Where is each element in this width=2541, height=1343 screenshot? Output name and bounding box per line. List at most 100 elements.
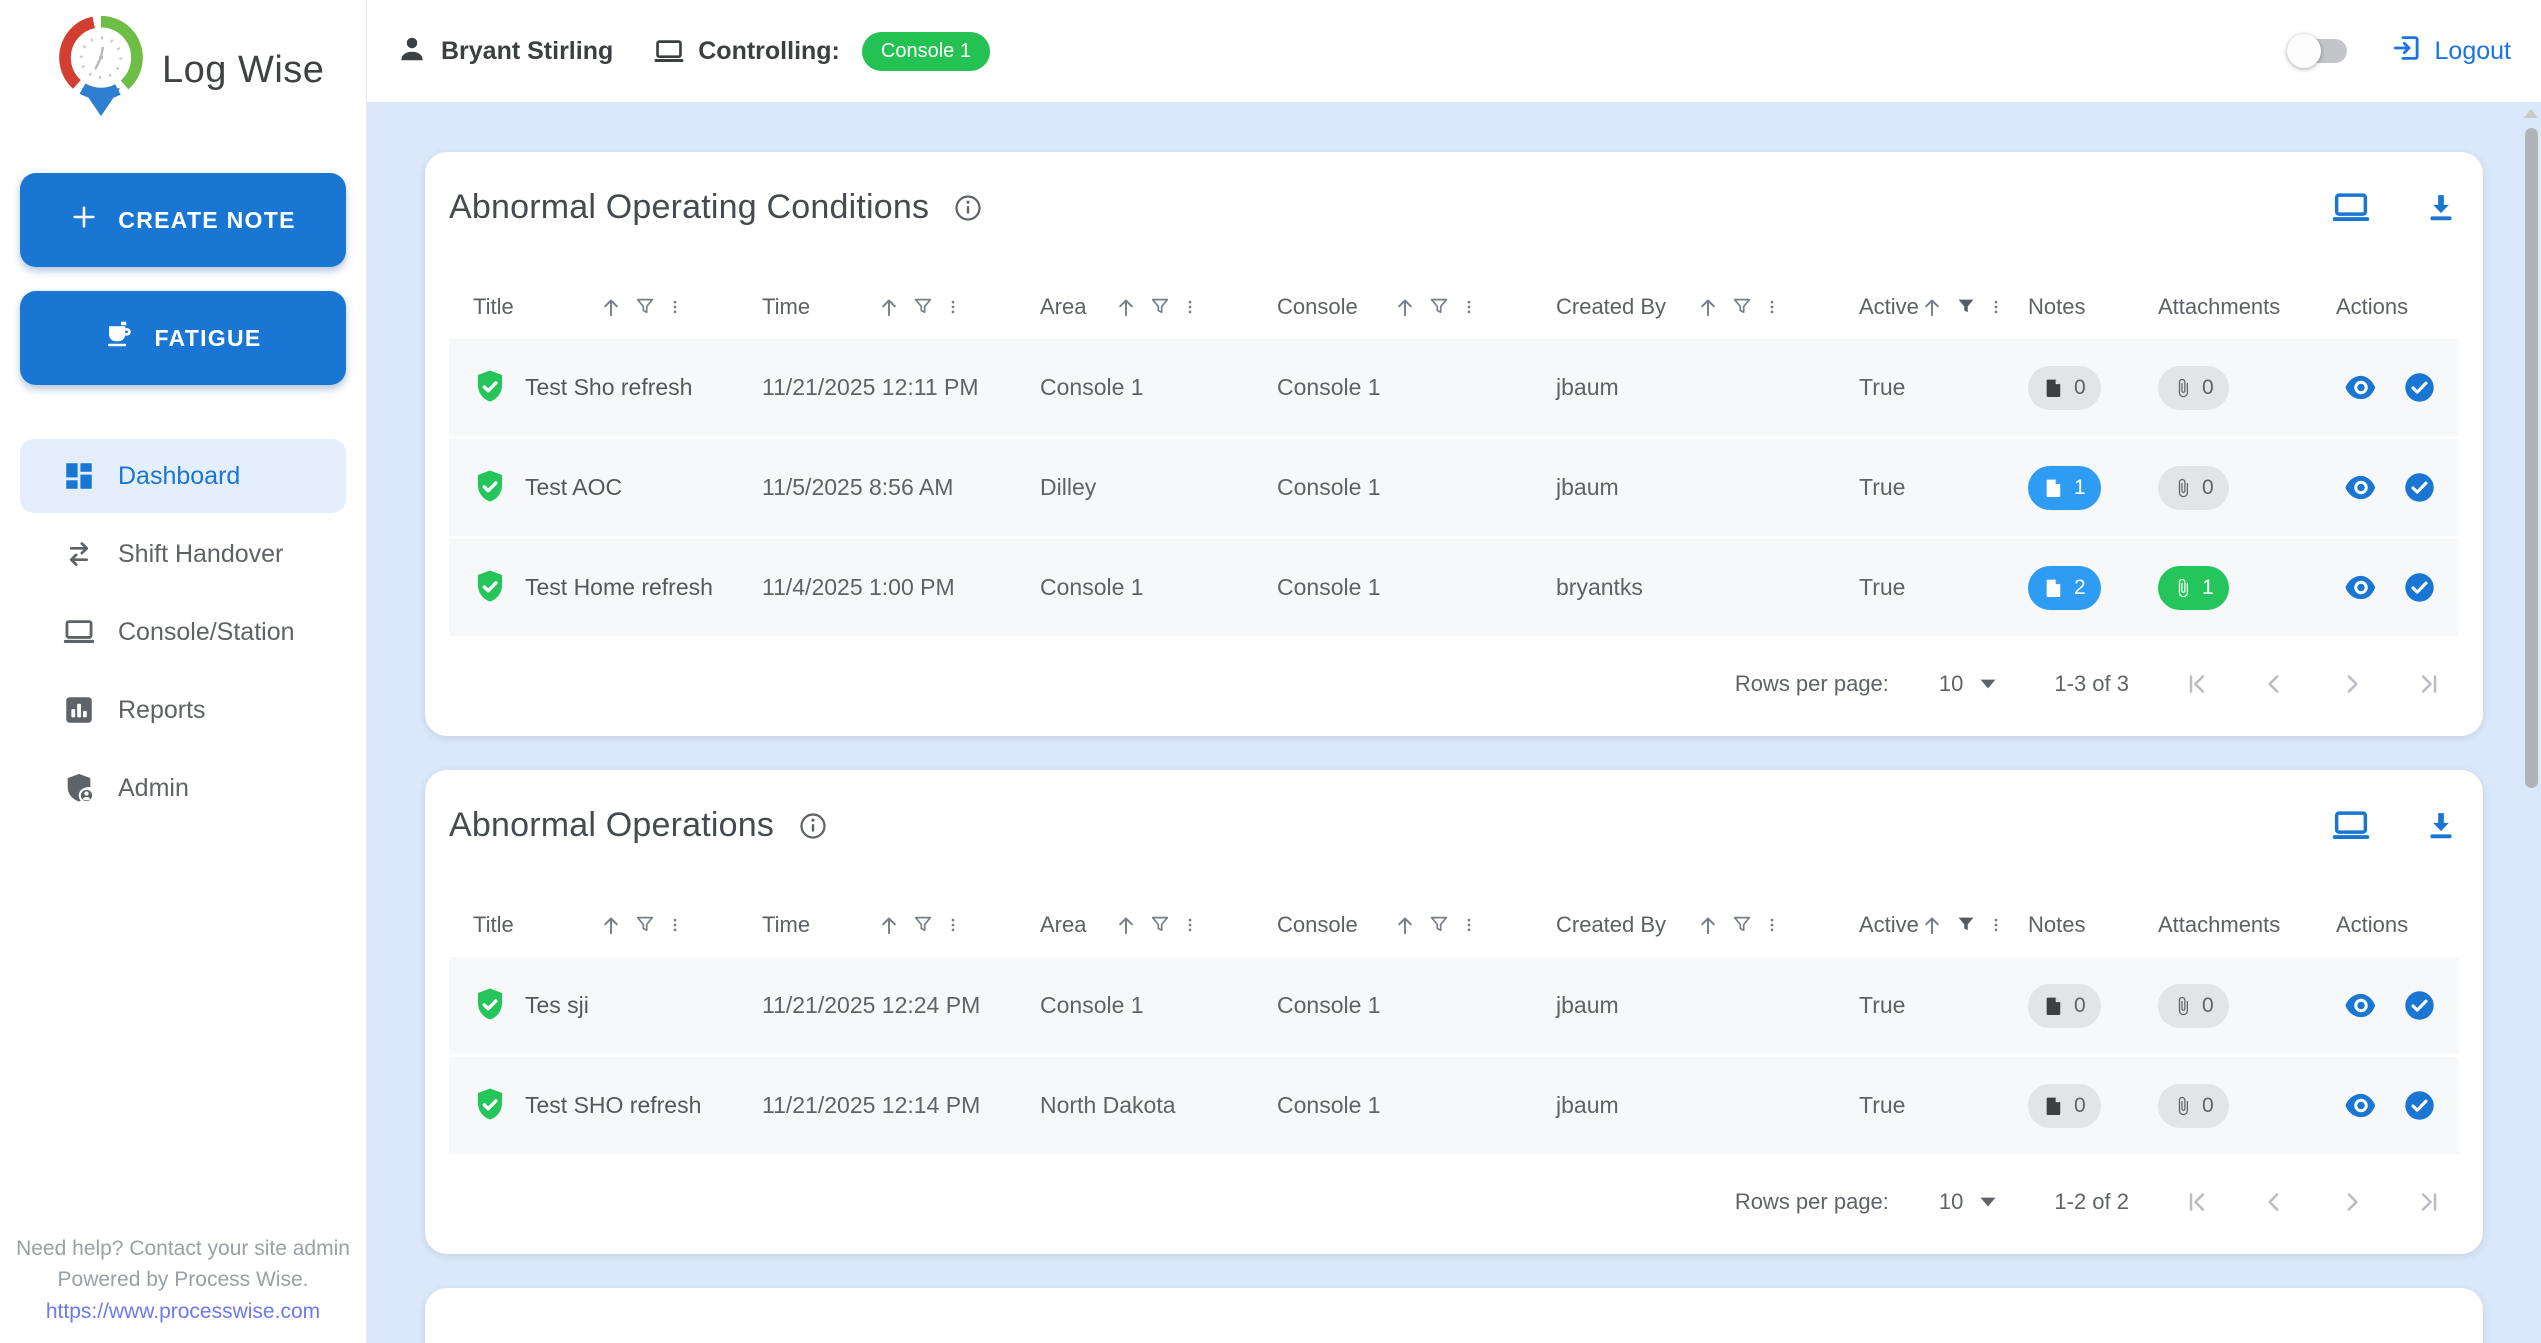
controlling-console-badge[interactable]: Console 1	[861, 31, 990, 71]
column-label[interactable]: Console	[1277, 912, 1358, 937]
notes-badge[interactable]: 0	[2028, 983, 2101, 1028]
create-note-button[interactable]: CREATE NOTE	[20, 173, 346, 267]
column-label: Notes	[2028, 912, 2086, 937]
row-active: True	[1859, 574, 1906, 600]
prev-page-button[interactable]	[2259, 669, 2289, 699]
sidebar-item-dashboard[interactable]: Dashboard	[20, 439, 346, 513]
column-menu-icon[interactable]	[666, 912, 684, 938]
sort-asc-icon[interactable]	[1695, 294, 1721, 320]
column-label[interactable]: Time	[762, 912, 811, 937]
filter-icon[interactable]	[1730, 295, 1754, 319]
complete-button[interactable]	[2404, 372, 2435, 403]
column-label[interactable]: Active	[1859, 294, 1919, 319]
filter-icon[interactable]	[1427, 913, 1451, 937]
scroll-up-arrow[interactable]	[2524, 109, 2538, 118]
sort-asc-icon[interactable]	[598, 912, 624, 938]
sidebar-item-reports[interactable]: Reports	[20, 673, 346, 747]
column-menu-icon[interactable]	[1763, 294, 1781, 320]
column-menu-icon[interactable]	[1763, 912, 1781, 938]
column-label[interactable]: Area	[1040, 294, 1087, 319]
view-button[interactable]	[2344, 574, 2378, 601]
scrollbar[interactable]	[2521, 102, 2541, 1343]
column-label[interactable]: Created By	[1556, 294, 1667, 319]
filter-icon[interactable]	[1148, 913, 1172, 937]
view-button[interactable]	[2344, 1092, 2378, 1119]
complete-button[interactable]	[2404, 572, 2435, 603]
column-menu-icon[interactable]	[944, 912, 962, 938]
sidebar-item-shift-handover[interactable]: Shift Handover	[20, 517, 346, 591]
sort-asc-icon[interactable]	[1113, 294, 1139, 320]
attachments-badge[interactable]: 0	[2158, 1083, 2229, 1128]
rows-per-page-select[interactable]: 10	[1939, 671, 1996, 697]
column-menu-icon[interactable]	[1181, 912, 1199, 938]
download-icon[interactable]	[2423, 808, 2459, 844]
logout-button[interactable]: Logout	[2391, 32, 2511, 71]
first-page-button[interactable]	[2181, 1187, 2211, 1217]
column-label[interactable]: Title	[473, 912, 514, 937]
sort-asc-icon[interactable]	[1392, 294, 1418, 320]
notes-badge[interactable]: 0	[2028, 1083, 2101, 1128]
column-label[interactable]: Created By	[1556, 912, 1667, 937]
attachments-badge[interactable]: 0	[2158, 365, 2229, 410]
processwise-link[interactable]: https://www.processwise.com	[45, 1299, 321, 1323]
last-page-button[interactable]	[2415, 1187, 2445, 1217]
complete-button[interactable]	[2404, 990, 2435, 1021]
sort-asc-icon[interactable]	[876, 912, 902, 938]
attachments-badge[interactable]: 0	[2158, 983, 2229, 1028]
notes-badge[interactable]: 1	[2028, 465, 2101, 510]
last-page-button[interactable]	[2415, 669, 2445, 699]
filter-icon[interactable]	[1148, 295, 1172, 319]
sort-asc-icon[interactable]	[876, 294, 902, 320]
console-view-icon[interactable]	[2331, 191, 2371, 224]
sidebar-item-console-station[interactable]: Console/Station	[20, 595, 346, 669]
filter-icon[interactable]	[911, 913, 935, 937]
info-icon[interactable]	[953, 193, 983, 223]
first-page-button[interactable]	[2181, 669, 2211, 699]
view-button[interactable]	[2344, 992, 2378, 1019]
prev-page-button[interactable]	[2259, 1187, 2289, 1217]
attachments-badge[interactable]: 0	[2158, 465, 2229, 510]
column-menu-icon[interactable]	[1460, 912, 1478, 938]
attachments-badge[interactable]: 1	[2158, 565, 2229, 610]
filter-icon[interactable]	[633, 295, 657, 319]
sort-asc-icon[interactable]	[1695, 912, 1721, 938]
filter-icon[interactable]	[1954, 913, 1978, 937]
scrollbar-thumb[interactable]	[2525, 128, 2538, 788]
filter-icon[interactable]	[1954, 295, 1978, 319]
column-label[interactable]: Title	[473, 294, 514, 319]
column-menu-icon[interactable]	[1987, 912, 2005, 938]
sort-asc-icon[interactable]	[1113, 912, 1139, 938]
view-button[interactable]	[2344, 474, 2378, 501]
rows-per-page-select[interactable]: 10	[1939, 1189, 1996, 1215]
complete-button[interactable]	[2404, 1090, 2435, 1121]
column-label[interactable]: Area	[1040, 912, 1087, 937]
filter-icon[interactable]	[633, 913, 657, 937]
next-page-button[interactable]	[2337, 669, 2367, 699]
column-menu-icon[interactable]	[944, 294, 962, 320]
column-label[interactable]: Active	[1859, 912, 1919, 937]
sort-asc-icon[interactable]	[1919, 912, 1945, 938]
filter-icon[interactable]	[1730, 913, 1754, 937]
notes-badge[interactable]: 2	[2028, 565, 2101, 610]
complete-button[interactable]	[2404, 472, 2435, 503]
column-menu-icon[interactable]	[1181, 294, 1199, 320]
theme-toggle[interactable]	[2286, 34, 2347, 68]
fatigue-button[interactable]: FATIGUE	[20, 291, 346, 385]
column-label[interactable]: Time	[762, 294, 811, 319]
sidebar-item-admin[interactable]: Admin	[20, 751, 346, 825]
column-menu-icon[interactable]	[1987, 294, 2005, 320]
filter-icon[interactable]	[1427, 295, 1451, 319]
notes-badge[interactable]: 0	[2028, 365, 2101, 410]
next-page-button[interactable]	[2337, 1187, 2367, 1217]
info-icon[interactable]	[798, 811, 828, 841]
column-label[interactable]: Console	[1277, 294, 1358, 319]
column-menu-icon[interactable]	[1460, 294, 1478, 320]
console-view-icon[interactable]	[2331, 809, 2371, 842]
column-menu-icon[interactable]	[666, 294, 684, 320]
view-button[interactable]	[2344, 374, 2378, 401]
sort-asc-icon[interactable]	[598, 294, 624, 320]
download-icon[interactable]	[2423, 190, 2459, 226]
sort-asc-icon[interactable]	[1392, 912, 1418, 938]
filter-icon[interactable]	[911, 295, 935, 319]
sort-asc-icon[interactable]	[1919, 294, 1945, 320]
